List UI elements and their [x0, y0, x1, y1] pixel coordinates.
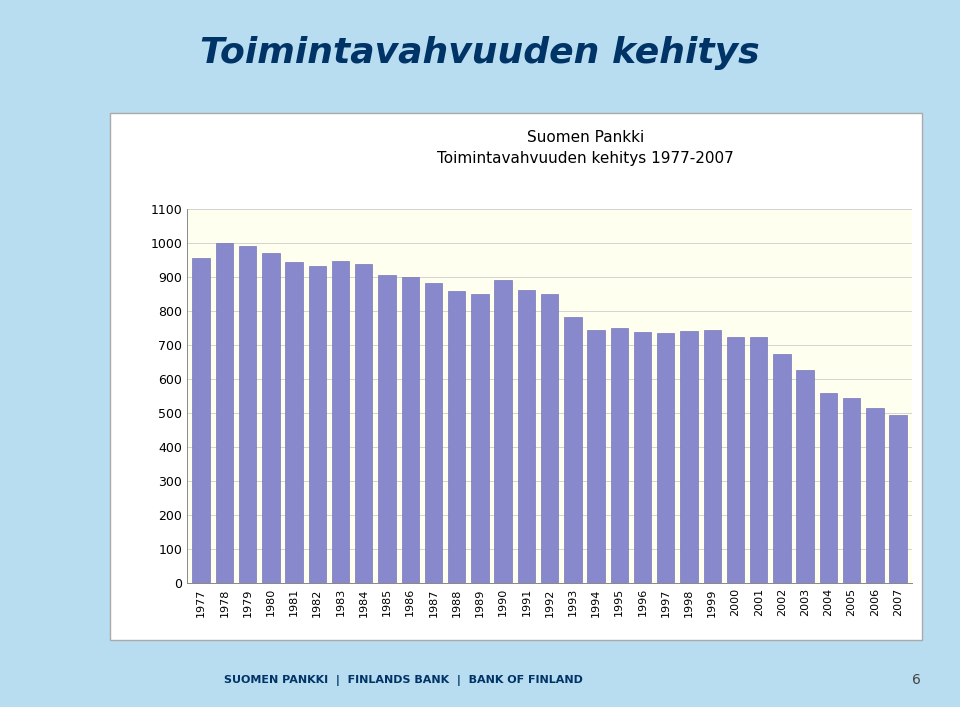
Bar	[820, 393, 837, 583]
Bar	[494, 280, 512, 583]
Bar	[681, 330, 698, 583]
Text: 6: 6	[912, 673, 922, 687]
Bar	[332, 262, 349, 583]
Bar	[378, 275, 396, 583]
Bar	[704, 330, 721, 583]
Bar	[308, 266, 326, 583]
Bar	[471, 293, 489, 583]
Bar	[727, 337, 744, 583]
Bar	[285, 262, 302, 583]
Bar	[843, 398, 860, 583]
Bar	[192, 258, 210, 583]
Bar	[564, 317, 582, 583]
Bar	[889, 415, 907, 583]
Bar	[866, 408, 883, 583]
Bar	[540, 293, 559, 583]
Bar	[401, 276, 419, 583]
Bar	[773, 354, 791, 583]
Bar	[657, 333, 675, 583]
Bar	[262, 253, 279, 583]
Text: SUOMEN PANKKI  |  FINLANDS BANK  |  BANK OF FINLAND: SUOMEN PANKKI | FINLANDS BANK | BANK OF …	[224, 674, 583, 686]
Bar	[424, 283, 443, 583]
Bar	[355, 264, 372, 583]
Bar	[216, 243, 233, 583]
Bar	[634, 332, 651, 583]
Bar	[448, 291, 466, 583]
Bar	[797, 370, 814, 583]
Bar	[588, 330, 605, 583]
Text: Toimintavahvuuden kehitys: Toimintavahvuuden kehitys	[201, 36, 759, 70]
Bar	[750, 337, 767, 583]
Bar	[517, 290, 535, 583]
Text: Suomen Pankki
Toimintavahvuuden kehitys 1977-2007: Suomen Pankki Toimintavahvuuden kehitys …	[438, 131, 734, 166]
Bar	[611, 329, 628, 583]
Bar	[239, 246, 256, 583]
